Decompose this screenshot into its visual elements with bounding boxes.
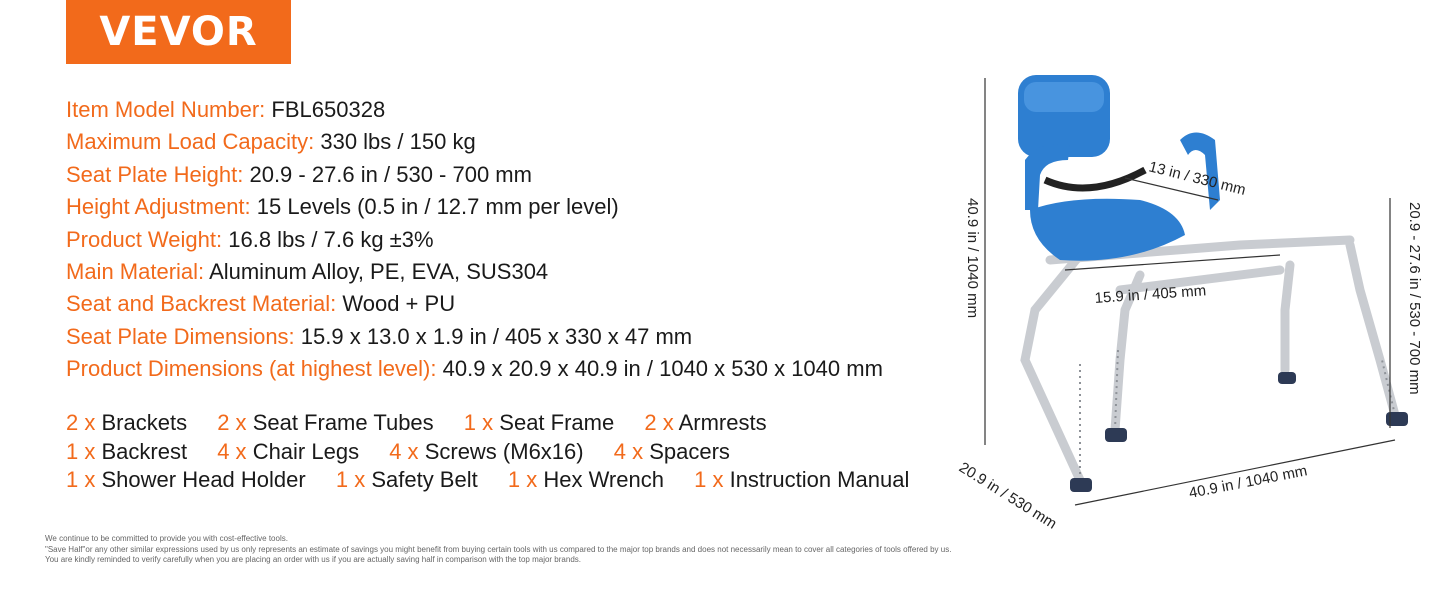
spec-value: 15.9 x 13.0 x 1.9 in / 405 x 330 x 47 mm — [300, 323, 693, 349]
package-item: 2 x Armrests — [644, 409, 766, 438]
item-name: Armrests — [678, 410, 767, 435]
spec-value: Wood + PU — [342, 291, 456, 317]
spec-value: FBL650328 — [271, 97, 386, 122]
package-row: 1 x Shower Head Holder 1 x Safety Belt 1… — [66, 466, 933, 495]
item-qty: 2 x — [217, 410, 247, 435]
spec-value: 330 lbs / 150 kg — [320, 129, 476, 155]
seat-width-dimension-label: 15.9 in / 405 mm — [1094, 282, 1207, 307]
spec-row: Seat and Backrest Material: Wood + PU — [66, 288, 883, 320]
package-item: 4 x Chair Legs — [217, 438, 359, 467]
package-contents: 2 x Brackets 2 x Seat Frame Tubes 1 x Se… — [66, 409, 933, 495]
item-name: Seat Frame — [499, 410, 615, 435]
item-name: Brackets — [101, 410, 188, 435]
item-name: Seat Frame Tubes — [252, 410, 434, 435]
spec-value: 40.9 x 20.9 x 40.9 in / 1040 x 530 x 104… — [442, 356, 883, 382]
length-dimension-label: 40.9 in / 1040 mm — [1188, 462, 1309, 502]
disclaimer: We continue to be committed to provide y… — [45, 534, 951, 566]
item-qty: 1 x — [66, 467, 96, 492]
package-item: 1 x Hex Wrench — [508, 466, 664, 495]
item-qty: 1 x — [335, 467, 366, 492]
item-name: Spacers — [649, 438, 730, 464]
spec-label: Seat and Backrest Material: — [66, 291, 337, 317]
seat — [1030, 198, 1185, 261]
item-qty: 1 x — [463, 410, 494, 435]
item-qty: 1 x — [694, 467, 724, 492]
item-name: Screws (M6x16) — [424, 438, 584, 464]
package-item: 4 x Spacers — [614, 438, 730, 467]
depth-dimension-label: 20.9 in / 530 mm — [956, 459, 1060, 533]
package-item: 2 x Brackets — [66, 409, 187, 438]
right-armrest — [1180, 132, 1220, 210]
item-name: Safety Belt — [371, 467, 478, 492]
spec-label: Height Adjustment: — [66, 194, 251, 220]
package-item: 1 x Instruction Manual — [694, 466, 909, 495]
spec-label: Product Weight: — [66, 226, 223, 252]
seat-depth-dimension-label: 13 in / 330 mm — [1147, 158, 1247, 198]
spec-value: 20.9 - 27.6 in / 530 - 700 mm — [249, 161, 532, 187]
left-armrest — [1025, 144, 1070, 210]
chair-feet — [1070, 372, 1408, 492]
spec-row: Seat Plate Height: 20.9 - 27.6 in / 530 … — [66, 159, 883, 191]
height-dimension-label: 40.9 in / 1040 mm — [964, 198, 981, 318]
item-name: Chair Legs — [252, 438, 360, 464]
item-name: Hex Wrench — [543, 467, 664, 492]
spec-row: Product Weight: 16.8 lbs / 7.6 kg ±3% — [66, 224, 883, 256]
item-qty: 4 x — [217, 438, 247, 464]
spec-row: Maximum Load Capacity: 330 lbs / 150 kg — [66, 126, 883, 158]
item-qty: 2 x — [66, 410, 96, 435]
spec-label: Seat Plate Dimensions: — [66, 323, 295, 349]
package-item: 4 x Screws (M6x16) — [389, 438, 583, 467]
item-name: Shower Head Holder — [101, 467, 306, 492]
package-item: 1 x Backrest — [66, 438, 187, 467]
spec-value: 16.8 lbs / 7.6 kg ±3% — [228, 226, 434, 252]
disclaimer-line: "Save Half"or any other similar expressi… — [45, 544, 952, 554]
spec-label: Seat Plate Height: — [66, 161, 244, 187]
package-row: 1 x Backrest 4 x Chair Legs 4 x Screws (… — [66, 438, 933, 467]
item-qty: 4 x — [389, 438, 419, 464]
package-item: 2 x Seat Frame Tubes — [217, 409, 433, 438]
spec-label: Item Model Number: — [66, 97, 266, 122]
package-item: 1 x Seat Frame — [464, 409, 614, 438]
spec-label: Maximum Load Capacity: — [66, 129, 315, 155]
spec-row: Height Adjustment: 15 Levels (0.5 in / 1… — [66, 191, 883, 223]
spec-row: Item Model Number: FBL650328 — [66, 94, 883, 126]
item-name: Instruction Manual — [729, 467, 910, 492]
package-item: 1 x Safety Belt — [336, 466, 478, 495]
spec-value: 15 Levels (0.5 in / 12.7 mm per level) — [256, 194, 619, 220]
spec-list: Item Model Number: FBL650328 Maximum Loa… — [66, 94, 883, 386]
spec-label: Main Material: — [66, 259, 205, 285]
seat-height-dimension-label: 20.9 - 27.6 in / 530 - 700 mm — [1406, 202, 1423, 395]
safety-belt — [1043, 166, 1147, 192]
package-row: 2 x Brackets 2 x Seat Frame Tubes 1 x Se… — [66, 409, 933, 438]
spec-row: Product Dimensions (at highest level): 4… — [66, 353, 883, 385]
package-item: 1 x Shower Head Holder — [66, 466, 306, 495]
vevor-logo: VEVOR — [66, 0, 291, 64]
spec-row: Seat Plate Dimensions: 15.9 x 13.0 x 1.9… — [66, 321, 883, 353]
spec-label: Product Dimensions (at highest level): — [66, 356, 437, 382]
item-qty: 1 x — [66, 438, 96, 464]
chair-dimension-diagram: 40.9 in / 1040 mm 20.9 - 27.6 in / 530 -… — [956, 75, 1423, 533]
item-qty: 2 x — [644, 410, 674, 435]
spec-row: Main Material: Aluminum Alloy, PE, EVA, … — [66, 256, 883, 288]
item-qty: 4 x — [613, 438, 644, 464]
disclaimer-line: We continue to be committed to provide y… — [45, 534, 288, 543]
disclaimer-line: You are kindly reminded to verify carefu… — [45, 555, 581, 564]
item-name: Backrest — [101, 438, 188, 464]
logo-text: VEVOR — [99, 9, 258, 55]
spec-value: Aluminum Alloy, PE, EVA, SUS304 — [209, 259, 549, 285]
item-qty: 1 x — [507, 467, 538, 492]
